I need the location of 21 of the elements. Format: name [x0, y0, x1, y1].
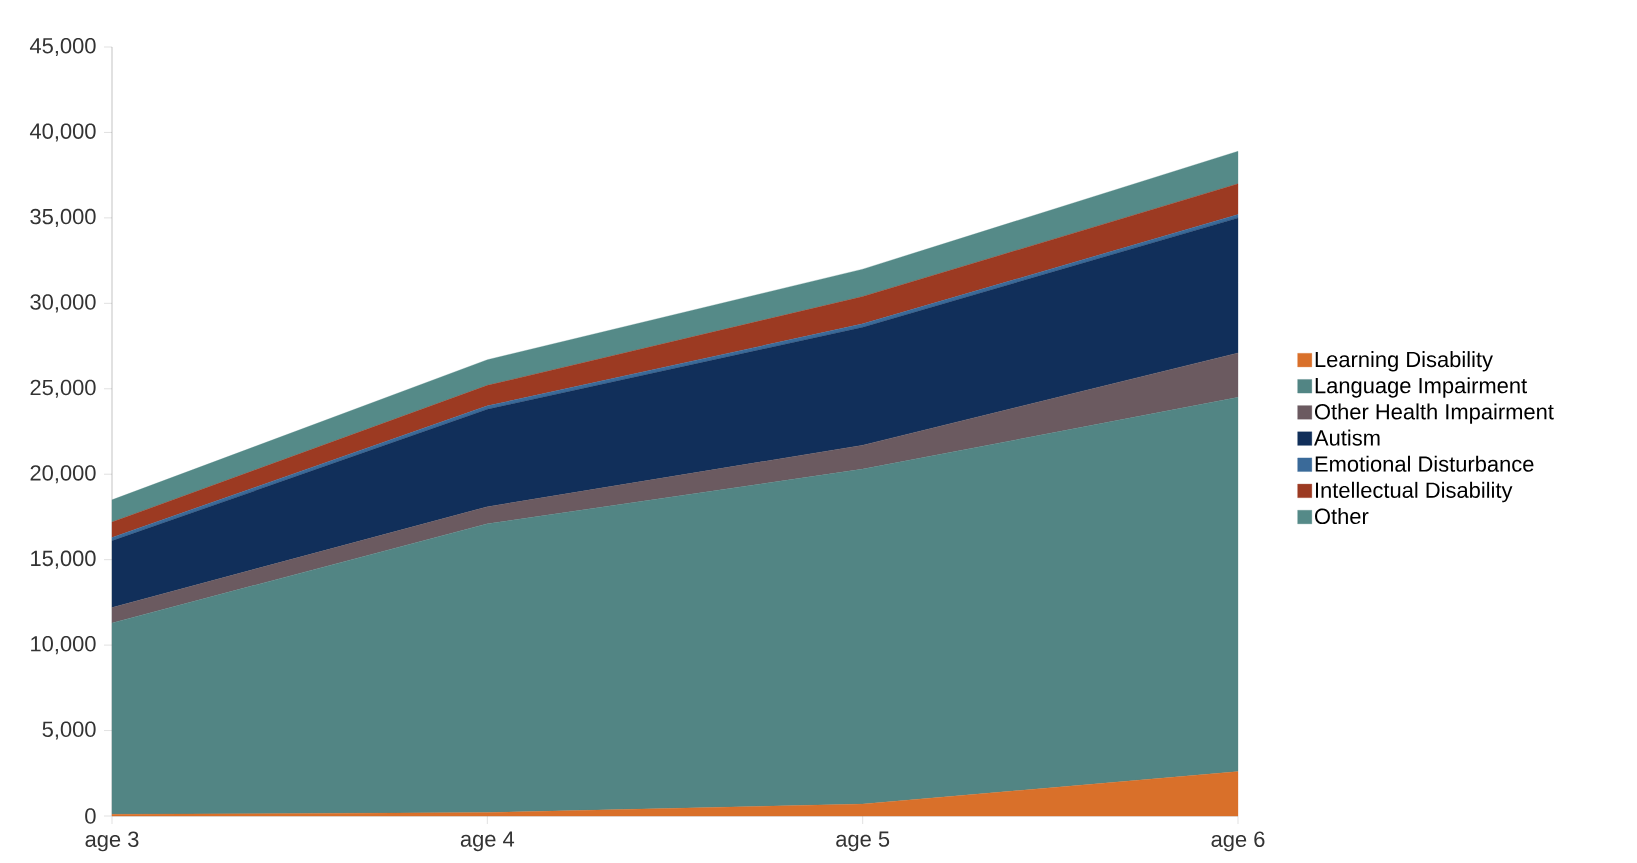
legend-label: Other Health Impairment: [1315, 403, 1554, 424]
legend-label: Other: [1315, 508, 1369, 525]
legend-label: Intellectual Disability: [1315, 481, 1513, 503]
legend-label: Autism: [1314, 429, 1380, 446]
y-tick-label: 0: [85, 808, 96, 824]
y-tick-label: 15,000: [31, 550, 96, 569]
y-tick-label: 5,000: [42, 721, 96, 740]
y-tick-label: 25,000: [30, 379, 96, 398]
x-tick-label: age 6: [1211, 831, 1265, 852]
legend-label: Language Impairment: [1315, 377, 1527, 398]
x-tick-label: age 4: [460, 831, 515, 852]
y-tick-label: 20,000: [30, 465, 96, 484]
legend-label: Emotional Disturbance: [1315, 455, 1534, 472]
y-tick-label: 35,000: [30, 208, 96, 227]
x-tick-label: age 5: [836, 831, 890, 852]
y-tick-label: 40,000: [29, 123, 96, 142]
y-tick-label: 30,000: [30, 294, 96, 313]
y-tick-label: 45,000: [29, 37, 96, 57]
x-tick-label: age 3: [85, 831, 139, 852]
legend-label: Learning Disability: [1315, 351, 1493, 372]
y-tick-label: 10,000: [31, 636, 96, 655]
